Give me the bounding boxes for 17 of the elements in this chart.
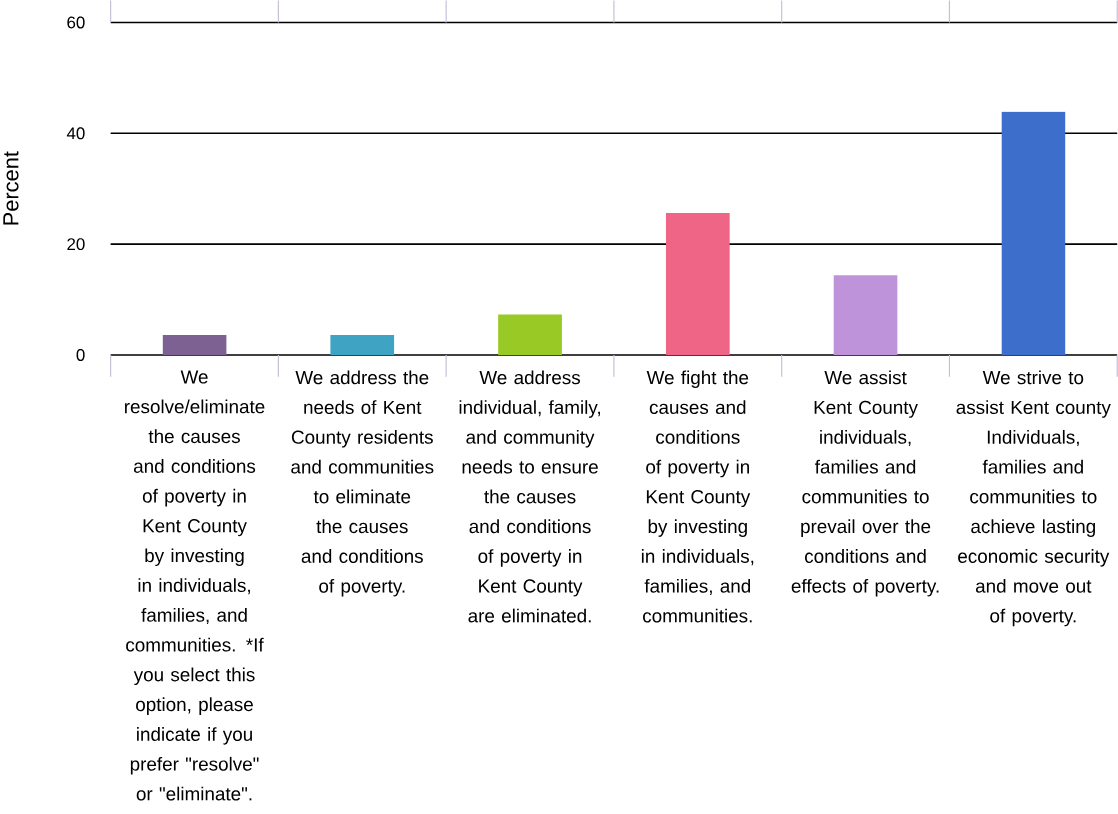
category-label: We resolve/eliminate the causes and conditions of poverty in Kent County by investing in individuals, families, and communities. *If you select this option, please indicate if you prefer "resolve" or "eliminate". (125, 370, 265, 801)
bar (1001, 111, 1066, 356)
bar (498, 314, 562, 356)
x-tick-label: We assist Kent County individuals, families and communities to prevail over the conditions and effects of poverty. (791, 370, 939, 597)
x-tick-label: We address the needs of Kent County residents and communities to eliminate the causes and conditions of poverty. (291, 370, 434, 597)
category-label: We fight the causes and conditions of poverty in Kent County by investing in individuals, families, and communities. (641, 370, 754, 623)
bar (833, 275, 898, 356)
bar (330, 335, 395, 356)
category-label: We strive to assist Kent county Individuals, families and communities to achieve lasting economic security and move out of poverty. (956, 370, 1111, 627)
bar (665, 213, 730, 356)
y-tick-label: 60 (67, 16, 85, 29)
y-axis-title: Percent (3, 151, 19, 225)
bar (162, 335, 227, 356)
y-tick-label: 0 (76, 349, 85, 362)
category-label: We address individual, family, and community needs to ensure the causes and conditions of poverty in Kent County are eliminated. (459, 370, 600, 623)
y-tick-label: 40 (66, 127, 85, 140)
y-tick-label: 20 (67, 238, 85, 251)
